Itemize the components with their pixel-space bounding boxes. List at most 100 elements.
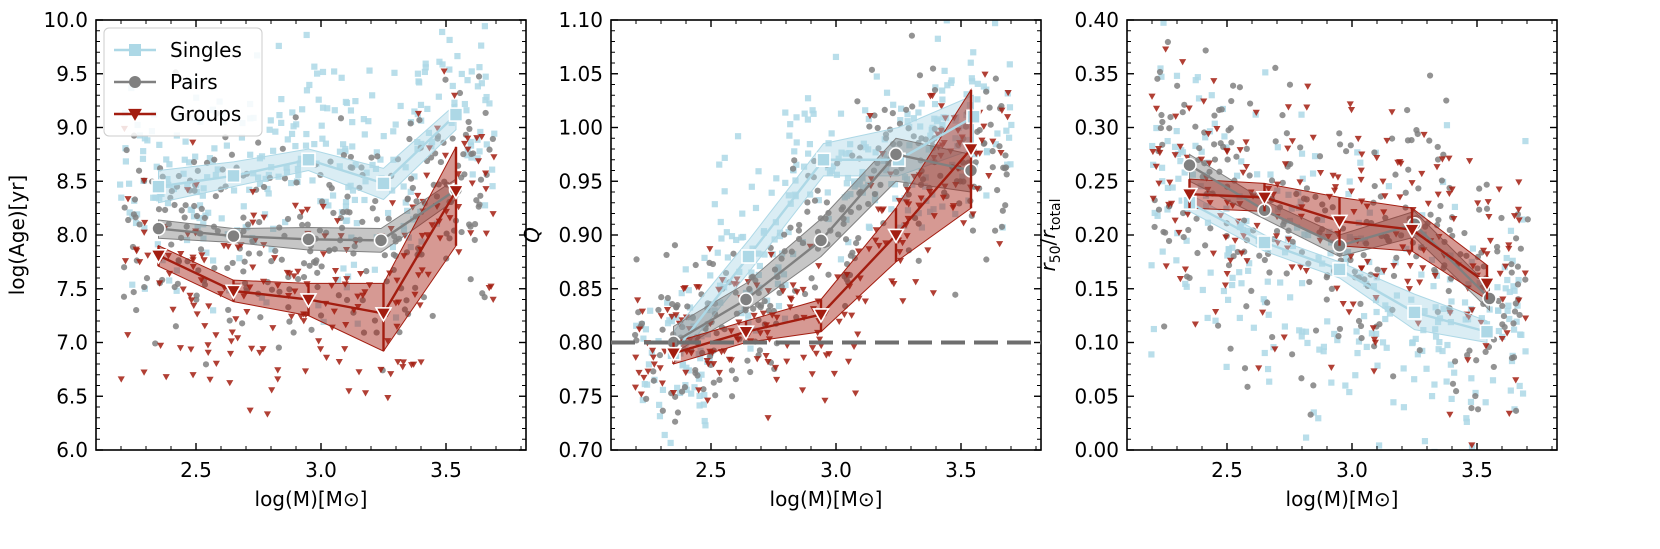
scatter-point-groups (1206, 200, 1214, 207)
scatter-point-singles (489, 166, 496, 173)
scatter-point-pairs (293, 179, 300, 186)
scatter-point-groups (393, 323, 401, 331)
scatter-point-pairs (292, 114, 299, 121)
scatter-point-groups (1255, 365, 1263, 372)
scatter-point-singles (1370, 283, 1377, 290)
scatter-point-pairs (713, 330, 720, 337)
scatter-point-pairs (256, 250, 263, 257)
scatter-point-pairs (916, 72, 924, 79)
scatter-point-pairs (279, 145, 286, 152)
scatter-point-singles (371, 266, 378, 273)
scatter-point-singles (384, 209, 392, 217)
scatter-point-pairs (915, 257, 922, 264)
scatter-point-pairs (1305, 260, 1312, 267)
scatter-point-pairs (874, 159, 881, 167)
scatter-point-singles (755, 271, 762, 279)
scatter-point-singles (1346, 178, 1353, 185)
scatter-point-pairs (239, 320, 246, 327)
scatter-point-singles (1352, 372, 1359, 379)
scatter-point-singles (1173, 127, 1180, 135)
scatter-point-pairs (983, 256, 990, 263)
scatter-point-singles (645, 361, 653, 368)
scatter-point-groups (871, 237, 880, 244)
scatter-point-groups (682, 314, 691, 321)
scatter-point-singles (1400, 365, 1407, 372)
scatter-point-groups (1333, 285, 1341, 292)
scatter-point-singles (963, 91, 970, 98)
scatter-point-groups (1419, 265, 1427, 272)
scatter-point-singles (139, 155, 147, 162)
scatter-point-singles (1494, 284, 1501, 291)
scatter-point-pairs (746, 285, 753, 293)
scatter-point-groups (423, 172, 431, 179)
scatter-point-singles (801, 110, 808, 117)
scatter-point-singles (1423, 365, 1430, 372)
scatter-point-pairs (429, 312, 436, 320)
scatter-point-pairs (684, 303, 691, 310)
scatter-point-pairs (1376, 321, 1383, 328)
scatter-point-groups (1388, 109, 1396, 116)
scatter-point-groups (1168, 200, 1176, 208)
scatter-point-singles (967, 59, 974, 66)
scatter-point-singles (313, 70, 321, 77)
scatter-point-pairs (413, 198, 420, 205)
y-tick-label: 9.0 (56, 116, 88, 140)
point-groups (1180, 187, 1199, 204)
scatter-point-pairs (171, 201, 178, 209)
scatter-point-singles (238, 134, 246, 141)
scatter-point-groups (1416, 279, 1424, 286)
scatter-point-singles (449, 82, 456, 90)
point-groups (962, 142, 980, 159)
scatter-point-singles (1203, 203, 1210, 210)
scatter-point-pairs (1157, 124, 1164, 132)
scatter-point-singles (862, 144, 869, 151)
scatter-point-groups (232, 316, 240, 323)
scatter-point-groups (193, 311, 201, 318)
scatter-point-singles (992, 141, 999, 148)
scatter-point-pairs (692, 261, 699, 269)
scatter-point-singles (917, 123, 924, 130)
scatter-point-pairs (407, 120, 414, 127)
scatter-point-singles (1173, 72, 1181, 79)
scatter-point-singles (1393, 292, 1401, 299)
scatter-point-singles (405, 234, 412, 241)
scatter-point-singles (734, 133, 742, 140)
scatter-point-singles (1462, 316, 1469, 323)
scatter-point-singles (643, 381, 651, 388)
scatter-point-singles (833, 171, 840, 178)
scatter-point-pairs (871, 190, 879, 198)
scatter-point-pairs (868, 66, 876, 73)
scatter-point-groups (141, 219, 149, 227)
scatter-point-groups (140, 177, 148, 185)
scatter-point-pairs (1508, 354, 1516, 362)
scatter-point-pairs (847, 208, 854, 216)
scatter-point-pairs (1451, 358, 1459, 365)
scatter-point-singles (1489, 377, 1497, 384)
scatter-point-groups (1479, 247, 1488, 254)
scatter-point-singles (343, 217, 351, 224)
scatter-point-singles (122, 158, 129, 165)
scatter-point-groups (882, 240, 890, 247)
scatter-point-singles (775, 302, 783, 310)
scatter-point-groups (1179, 59, 1187, 66)
scatter-point-pairs (337, 115, 345, 122)
scatter-point-groups (783, 358, 791, 365)
scatter-point-pairs (1374, 266, 1381, 273)
scatter-point-pairs (811, 284, 819, 291)
scatter-point-singles (640, 335, 647, 342)
scatter-point-groups (669, 390, 678, 397)
scatter-point-singles (184, 183, 191, 190)
scatter-point-pairs (1495, 297, 1502, 305)
scatter-point-pairs (121, 264, 128, 271)
scatter-point-groups (981, 71, 989, 78)
scatter-point-pairs (896, 120, 904, 127)
scatter-point-singles (659, 386, 667, 393)
ylabel-age: log(Age)[yr] (5, 175, 29, 295)
scatter-point-pairs (255, 139, 262, 146)
scatter-point-groups (950, 115, 958, 122)
scatter-point-singles (350, 261, 358, 268)
scatter-point-pairs (983, 88, 990, 95)
scatter-point-pairs (931, 86, 939, 94)
scatter-point-groups (197, 277, 205, 284)
scatter-point-pairs (1361, 276, 1368, 283)
